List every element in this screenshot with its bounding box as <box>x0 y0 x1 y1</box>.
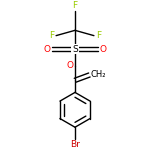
Text: O: O <box>66 61 73 70</box>
Text: O: O <box>44 45 50 54</box>
Text: CH₂: CH₂ <box>91 70 106 80</box>
Text: Br: Br <box>70 140 80 149</box>
Text: F: F <box>72 1 78 10</box>
Text: F: F <box>96 31 101 40</box>
Text: O: O <box>100 45 106 54</box>
Text: S: S <box>72 45 78 54</box>
Text: F: F <box>49 31 54 40</box>
